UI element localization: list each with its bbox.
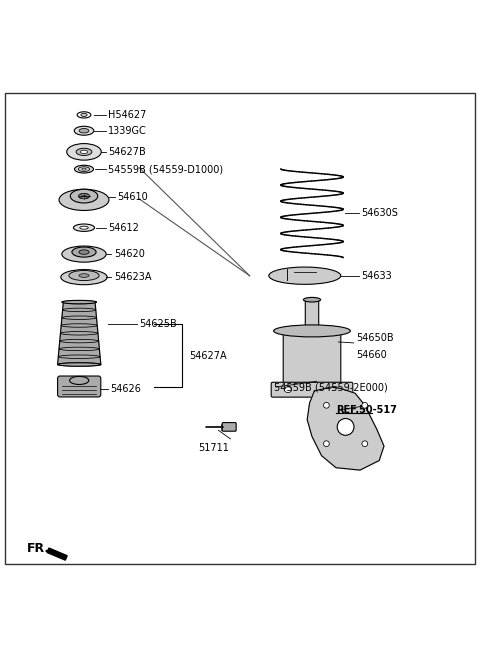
Text: FR.: FR. [26, 542, 49, 555]
Text: 54630S: 54630S [361, 208, 398, 218]
Text: 54626: 54626 [110, 384, 141, 394]
Text: H54627: H54627 [108, 110, 146, 120]
Ellipse shape [324, 441, 329, 447]
FancyBboxPatch shape [283, 328, 341, 386]
Text: 54625B: 54625B [139, 319, 177, 328]
Text: 54633: 54633 [361, 271, 392, 281]
Polygon shape [307, 387, 384, 470]
Ellipse shape [76, 148, 92, 156]
Text: 54650B: 54650B [356, 333, 394, 343]
Ellipse shape [73, 224, 95, 231]
Ellipse shape [269, 267, 341, 284]
Ellipse shape [337, 419, 354, 436]
Ellipse shape [284, 387, 292, 393]
Ellipse shape [58, 363, 101, 366]
Ellipse shape [79, 274, 89, 277]
Text: 54559B (54559-D1000): 54559B (54559-D1000) [108, 164, 223, 174]
Ellipse shape [67, 144, 101, 160]
Ellipse shape [69, 271, 99, 281]
Text: 51711: 51711 [198, 443, 229, 453]
Text: 54610: 54610 [118, 191, 148, 202]
Ellipse shape [80, 226, 88, 229]
Text: REF.50-517: REF.50-517 [336, 405, 397, 415]
FancyArrow shape [47, 548, 67, 560]
Text: 54623A: 54623A [114, 272, 151, 282]
Ellipse shape [70, 189, 98, 203]
FancyBboxPatch shape [271, 382, 353, 397]
Ellipse shape [362, 441, 368, 447]
Ellipse shape [303, 298, 321, 302]
Ellipse shape [81, 114, 87, 116]
Ellipse shape [81, 150, 88, 154]
Ellipse shape [79, 250, 89, 254]
Ellipse shape [62, 246, 106, 262]
Text: 54627A: 54627A [190, 351, 227, 361]
FancyBboxPatch shape [305, 299, 319, 332]
FancyBboxPatch shape [58, 376, 101, 397]
Text: 54627B: 54627B [108, 147, 146, 157]
Ellipse shape [78, 193, 90, 199]
Ellipse shape [72, 247, 96, 257]
Ellipse shape [74, 166, 94, 173]
Text: 54660: 54660 [356, 350, 387, 359]
Ellipse shape [70, 376, 89, 384]
Ellipse shape [59, 189, 109, 210]
Ellipse shape [362, 403, 368, 408]
Ellipse shape [333, 387, 340, 393]
Polygon shape [58, 302, 101, 365]
Ellipse shape [61, 269, 107, 284]
Ellipse shape [62, 300, 96, 304]
Ellipse shape [274, 325, 350, 337]
Ellipse shape [82, 168, 86, 170]
Ellipse shape [74, 126, 94, 135]
Text: 54620: 54620 [114, 249, 144, 259]
FancyBboxPatch shape [222, 422, 236, 431]
Ellipse shape [324, 403, 329, 408]
Text: 54559B (54559-2E000): 54559B (54559-2E000) [274, 382, 387, 392]
Text: 54612: 54612 [108, 223, 139, 233]
Text: 1339GC: 1339GC [108, 125, 147, 136]
Ellipse shape [79, 129, 89, 133]
